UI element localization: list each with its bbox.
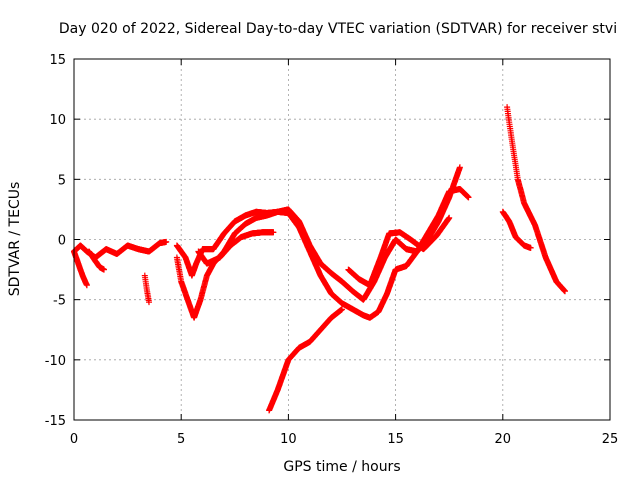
y-axis-title: SDTVAR / TECUs [7, 182, 23, 297]
series-track-i [345, 214, 453, 289]
series-track-c [86, 248, 107, 273]
data-point [562, 288, 568, 295]
chart-title: Day 020 of 2022, Sidereal Day-to-day VTE… [59, 21, 617, 37]
data-point [83, 282, 90, 289]
x-axis-title: GPS time / hours [283, 459, 400, 475]
y-tick-label: 5 [58, 173, 66, 188]
tick-layer: 0 5 10 15 20 25 -15 -10 -5 0 5 10 15 [45, 53, 619, 447]
data-layer [71, 104, 568, 414]
y-tick-label: -5 [53, 294, 66, 309]
data-point [527, 244, 534, 251]
data-point [270, 229, 277, 236]
x-tick-label: 20 [495, 432, 512, 447]
x-tick-label: 0 [70, 432, 78, 447]
data-point [465, 194, 472, 201]
series-track-b [71, 248, 90, 289]
x-tick-label: 5 [177, 432, 185, 447]
series-track-h [266, 306, 345, 414]
series-track-k [504, 104, 568, 295]
x-tick-label: 25 [602, 432, 619, 447]
data-point [339, 306, 345, 313]
series-track-d [141, 272, 152, 306]
y-tick-label: -10 [45, 354, 66, 369]
y-tick-label: 10 [49, 113, 66, 128]
data-point [146, 299, 152, 306]
y-tick-label: -15 [45, 414, 66, 429]
x-tick-label: 15 [387, 432, 404, 447]
data-point [446, 214, 453, 221]
y-tick-label: 0 [58, 234, 66, 249]
x-tick-label: 10 [280, 432, 297, 447]
y-tick-label: 15 [49, 53, 66, 68]
series-track-j [499, 208, 534, 251]
data-point [163, 238, 170, 245]
series-track-g [195, 229, 277, 267]
series-track-f [173, 164, 463, 321]
data-point [101, 266, 107, 273]
data-point [456, 164, 463, 171]
